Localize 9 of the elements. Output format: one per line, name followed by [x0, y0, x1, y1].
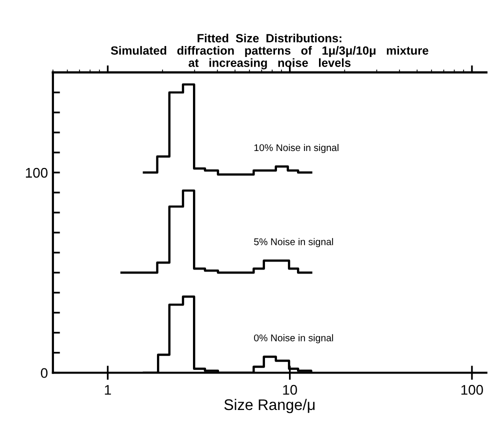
x-tick-label: 10	[283, 384, 298, 395]
series-label: 5% Noise in signal	[254, 238, 334, 248]
x-axis-title: Size Range/μ	[224, 398, 315, 414]
x-tick-label: 1	[104, 385, 111, 395]
x-tick-label: 100	[461, 384, 483, 395]
y-tick-label: 0	[40, 368, 48, 378]
series-label: 10% Noise in signal	[254, 144, 338, 154]
series-label: 0% Noise in signal	[254, 334, 334, 344]
chart-title: Fitted Size Distributions: Simulated diffraction patterns of 1μ/3μ/10μ mixture at increasing noise levels	[110, 34, 428, 70]
